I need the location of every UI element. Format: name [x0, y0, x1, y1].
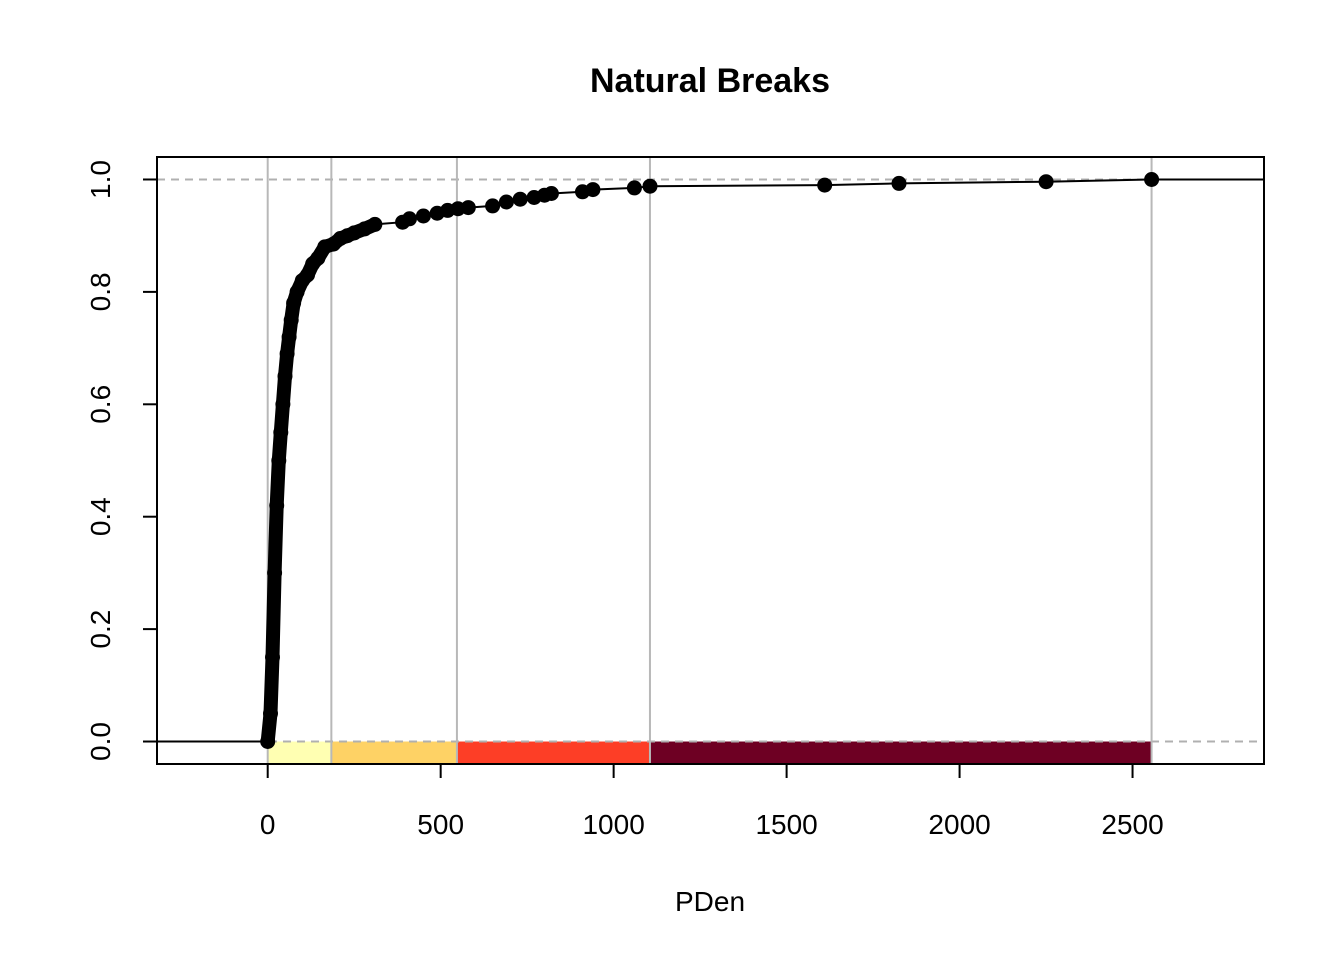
data-point-39 [585, 182, 601, 198]
class-bands [267, 741, 1152, 764]
data-point-11 [283, 312, 299, 328]
data-point-6 [273, 424, 289, 440]
data-point-1 [263, 705, 278, 721]
data-point-0 [260, 734, 276, 749]
data-point-10 [281, 329, 297, 345]
data-point-44 [1038, 174, 1054, 190]
y-tick-label-4: 0.8 [85, 272, 116, 311]
x-axis-label: PDen [675, 886, 745, 917]
data-point-17 [310, 250, 326, 266]
y-tick-label-0: 0.0 [85, 722, 116, 761]
x-tick-label-3: 1500 [755, 809, 817, 840]
x-tick-label-4: 2000 [928, 809, 990, 840]
break-lines [266, 157, 1153, 764]
data-point-9 [279, 346, 295, 362]
data-point-43 [891, 175, 907, 191]
ecdf-curve [157, 178, 1265, 749]
y-tick-label-3: 0.6 [85, 385, 116, 424]
ecdf-dense-band [260, 217, 382, 749]
x-axis: 0 500 1000 1500 2000 2500 [260, 764, 1164, 840]
data-point-45 [1144, 172, 1160, 187]
data-point-42 [817, 177, 833, 193]
data-point-26 [402, 211, 417, 227]
data-point-3 [267, 565, 283, 581]
ecdf-points [260, 172, 1160, 749]
y-tick-label-2: 0.4 [85, 497, 116, 536]
data-point-40 [626, 180, 642, 196]
data-point-31 [460, 200, 476, 216]
x-tick-label-1: 500 [417, 809, 464, 840]
chart-title: Natural Breaks [590, 62, 830, 100]
x-tick-label-0: 0 [260, 809, 276, 840]
data-point-27 [415, 208, 431, 224]
y-axis: 0.0 0.2 0.4 0.6 0.8 1.0 [85, 160, 157, 761]
ecdf-line [157, 178, 1265, 743]
x-tick-label-5: 2500 [1101, 809, 1163, 840]
class-band-4 [649, 741, 1152, 764]
class-band-2 [331, 741, 457, 764]
data-point-8 [277, 368, 293, 384]
reference-lines [157, 178, 1264, 743]
class-band-1 [267, 741, 332, 764]
data-point-33 [498, 194, 514, 210]
data-point-37 [543, 186, 559, 201]
y-tick-label-1: 0.2 [85, 610, 116, 649]
class-band-3 [456, 741, 650, 764]
data-point-7 [275, 396, 291, 412]
data-point-15 [300, 267, 315, 283]
data-point-13 [289, 284, 305, 300]
data-point-4 [269, 498, 285, 513]
data-point-5 [271, 453, 287, 468]
y-tick-label-5: 1.0 [85, 160, 116, 199]
data-point-32 [485, 198, 501, 214]
plot-frame [156, 156, 1265, 765]
data-point-2 [265, 649, 280, 665]
data-point-41 [642, 178, 658, 194]
data-point-24 [367, 216, 383, 232]
data-point-34 [512, 191, 528, 207]
x-tick-label-2: 1000 [582, 809, 644, 840]
